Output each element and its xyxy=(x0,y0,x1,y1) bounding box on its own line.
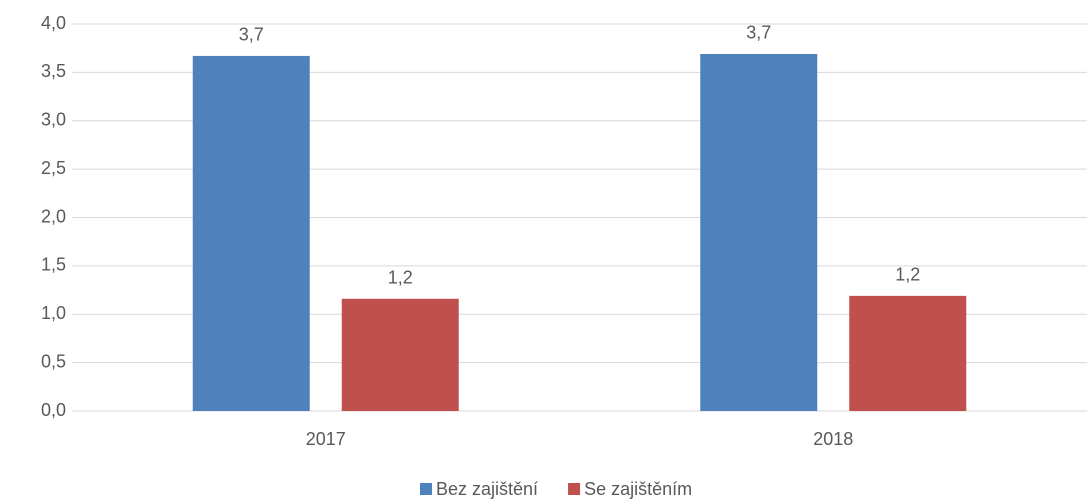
bar xyxy=(341,298,459,411)
data-label: 1,2 xyxy=(388,268,413,288)
y-tick-label: 2,5 xyxy=(41,158,66,178)
data-label: 3,7 xyxy=(746,23,771,43)
legend-swatch xyxy=(568,483,581,495)
x-tick-label: 2018 xyxy=(813,429,853,449)
x-tick-label: 2017 xyxy=(306,429,346,449)
bar xyxy=(700,53,818,412)
y-tick-label: 0,5 xyxy=(41,351,66,371)
y-tick-label: 2,0 xyxy=(41,206,66,226)
y-tick-label: 3,0 xyxy=(41,110,66,130)
bar xyxy=(192,55,310,412)
y-tick-label: 3,5 xyxy=(41,61,66,81)
legend-label: Se zajištěním xyxy=(584,479,692,499)
y-tick-label: 4,0 xyxy=(41,13,66,33)
y-tick-label: 0,0 xyxy=(41,400,66,420)
data-label: 3,7 xyxy=(239,25,264,45)
y-tick-label: 1,0 xyxy=(41,303,66,323)
data-label: 1,2 xyxy=(895,265,920,285)
bar xyxy=(849,295,967,411)
y-tick-label: 1,5 xyxy=(41,255,66,275)
legend-swatch xyxy=(420,483,432,495)
legend-label: Bez zajištění xyxy=(436,479,538,499)
